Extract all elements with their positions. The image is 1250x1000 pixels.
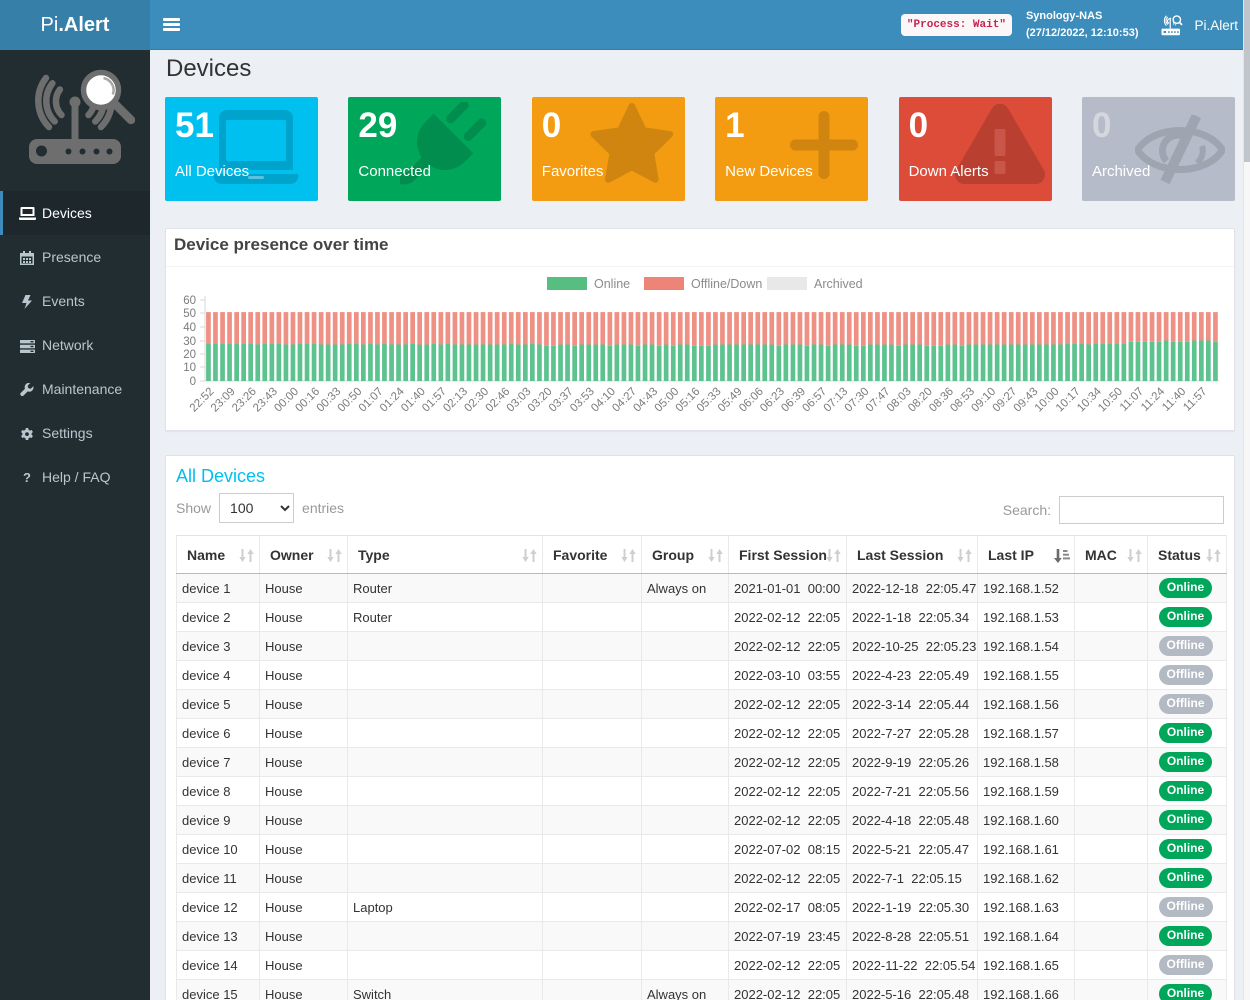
svg-text:10:50: 10:50 bbox=[1096, 386, 1125, 415]
svg-text:60: 60 bbox=[183, 295, 196, 307]
svg-text:50: 50 bbox=[183, 308, 196, 320]
svg-text:0: 0 bbox=[190, 376, 196, 388]
svg-text:Online: Online bbox=[594, 277, 630, 291]
svg-text:10: 10 bbox=[183, 362, 196, 374]
svg-text:40: 40 bbox=[183, 322, 196, 334]
svg-text:Offline/Down: Offline/Down bbox=[691, 277, 762, 291]
svg-text:30: 30 bbox=[183, 336, 196, 348]
svg-text:11:57: 11:57 bbox=[1181, 386, 1209, 414]
svg-text:Archived: Archived bbox=[814, 277, 863, 291]
svg-text:20: 20 bbox=[183, 349, 196, 361]
